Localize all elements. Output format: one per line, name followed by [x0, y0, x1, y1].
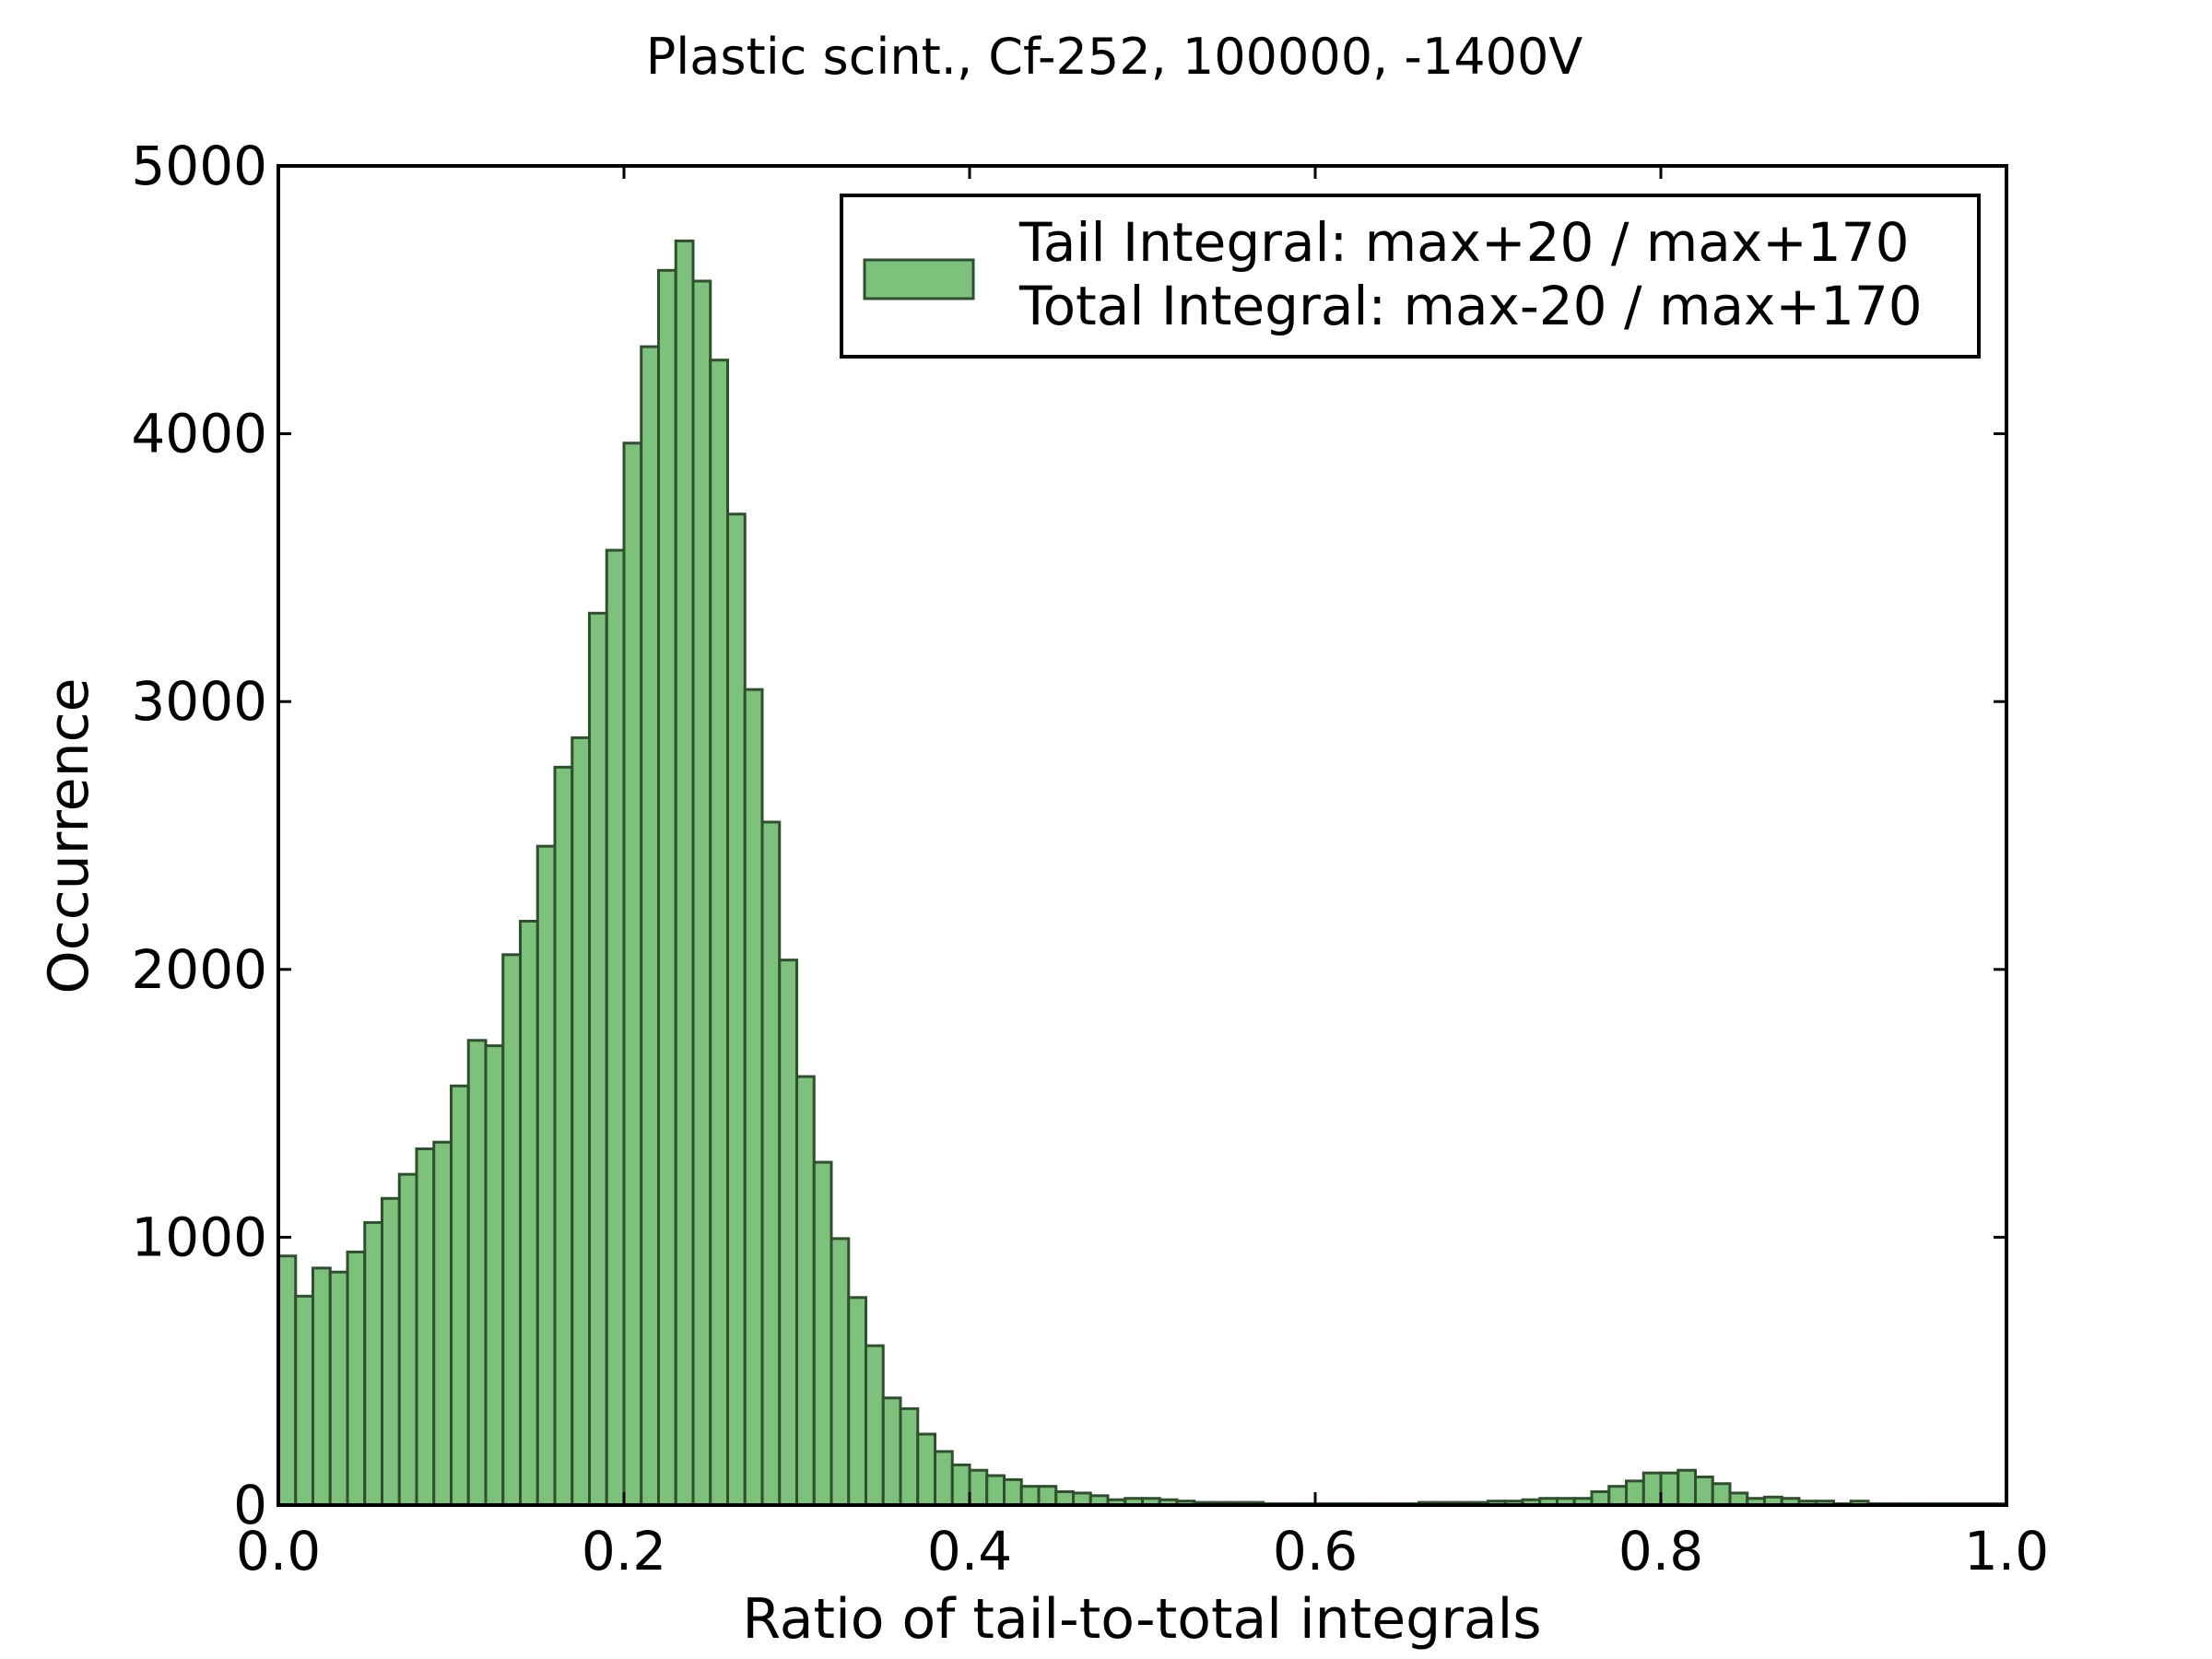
- y-axis-label: Occurrence: [37, 677, 101, 994]
- histogram-bar: [830, 1237, 851, 1507]
- histogram-bar: [1711, 1482, 1732, 1507]
- histogram-bar: [276, 1254, 298, 1507]
- histogram-bar: [484, 1044, 505, 1507]
- x-tick-label: 0.4: [927, 1520, 1012, 1583]
- x-axis-label: Ratio of tail-to-total integrals: [742, 1587, 1541, 1652]
- x-tick-label: 0.6: [1273, 1520, 1358, 1583]
- histogram-bar: [1019, 1485, 1041, 1507]
- histogram-bar: [501, 953, 522, 1507]
- histogram-bar: [519, 919, 539, 1507]
- legend-swatch: [863, 258, 975, 300]
- histogram-bar: [726, 512, 747, 1507]
- histogram-bar: [622, 441, 643, 1507]
- histogram-bar: [968, 1468, 989, 1507]
- y-tick-label: 2000: [131, 938, 267, 1001]
- histogram-bar: [1677, 1468, 1697, 1507]
- histogram-bar: [899, 1406, 920, 1507]
- histogram-bar: [812, 1160, 833, 1507]
- histogram-bar: [691, 279, 712, 1507]
- histogram-bar: [1625, 1479, 1645, 1507]
- histogram-bar: [743, 688, 764, 1507]
- histogram-bar: [328, 1270, 349, 1507]
- histogram-bar: [466, 1039, 488, 1507]
- histogram-bar: [1694, 1475, 1714, 1507]
- histogram-bar: [916, 1432, 936, 1507]
- legend-box: [840, 194, 1981, 359]
- histogram-bar: [363, 1220, 383, 1507]
- histogram-bar: [709, 359, 729, 1507]
- histogram-bar: [657, 268, 677, 1507]
- histogram-bar: [881, 1396, 902, 1507]
- legend-entry-line-2: Total Integral: max-20 / max+170: [1018, 275, 1923, 337]
- histogram-bar: [415, 1147, 436, 1507]
- y-tick-label: 4000: [131, 403, 267, 465]
- histogram-bar: [312, 1266, 332, 1507]
- histogram-bar: [950, 1463, 971, 1507]
- histogram-bar: [588, 611, 608, 1507]
- histogram-bar: [1607, 1485, 1628, 1507]
- x-tick-label: 0.0: [236, 1520, 321, 1583]
- histogram-bar: [381, 1196, 401, 1507]
- histogram-bar: [1641, 1471, 1663, 1507]
- plot-frame: [276, 164, 2008, 1507]
- histogram-bar: [640, 345, 660, 1507]
- y-tick-label: 1000: [131, 1206, 267, 1268]
- histogram-bar: [535, 844, 557, 1507]
- x-axis-ticks: 0.0 0.2 0.4 0.6 0.8 1.0: [236, 166, 2049, 1583]
- chart-title: Plastic scint., Cf-252, 100000, -1400V: [646, 28, 1583, 86]
- histogram-bar: [432, 1140, 453, 1507]
- x-tick-label: 0.2: [582, 1520, 666, 1583]
- y-tick-label: 3000: [131, 670, 267, 733]
- histogram-bar: [1659, 1471, 1680, 1507]
- legend: Tail Integral: max+20 / max+170 Total In…: [840, 194, 1981, 359]
- histogram-bar: [934, 1450, 954, 1507]
- histogram-bar: [760, 820, 782, 1507]
- histogram-bar: [795, 1075, 816, 1507]
- histogram-bar: [674, 239, 695, 1507]
- histogram-bar: [1003, 1477, 1023, 1507]
- histogram-bar: [346, 1250, 367, 1507]
- histogram-bar: [1590, 1489, 1611, 1507]
- histogram-bar: [778, 959, 798, 1507]
- histogram-bar: [1054, 1489, 1075, 1507]
- y-axis-ticks: 0 1000 2000 3000 4000 5000: [131, 135, 2006, 1536]
- histogram-bar: [553, 765, 574, 1507]
- histogram-bar: [985, 1474, 1006, 1507]
- x-tick-label: 0.8: [1618, 1520, 1703, 1583]
- histogram-bar: [847, 1296, 867, 1507]
- histogram-bar: [1037, 1485, 1058, 1507]
- histogram-bar: [865, 1344, 885, 1507]
- histogram-bar: [571, 735, 591, 1507]
- histogram-bar: [294, 1294, 314, 1507]
- legend-entry-line-1: Tail Integral: max+20 / max+170: [1018, 211, 1909, 274]
- histogram-bar: [450, 1084, 470, 1507]
- histogram-bars: [276, 239, 2008, 1507]
- y-tick-label: 5000: [131, 135, 267, 197]
- x-tick-label: 1.0: [1964, 1520, 2049, 1583]
- y-tick-label: 0: [233, 1474, 267, 1536]
- histogram-bar: [397, 1172, 418, 1507]
- histogram-bar: [605, 548, 626, 1507]
